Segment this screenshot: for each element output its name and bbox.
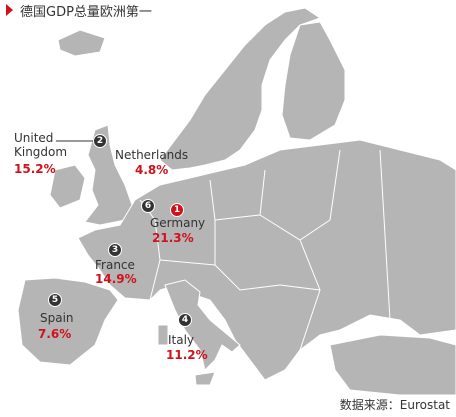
gdp-share: 21.3% [152,231,194,245]
rank-circle [170,203,184,217]
country-name: Germany [150,216,206,230]
sicily-sardinia [157,324,216,386]
country-name: Spain [40,311,74,325]
rank-circle [48,293,62,307]
iceland-north [57,29,106,57]
borders [139,149,391,351]
continent [77,139,456,381]
rank-circle [178,313,192,327]
rank-circle [141,199,155,213]
rank-number: 1 [174,205,180,215]
finland [281,21,346,141]
rank-circle [108,243,122,257]
source: 数据来源：Eurostat [339,398,450,412]
iberia [17,277,119,366]
rank-number: 5 [52,295,58,305]
gdp-share: 4.8% [135,163,169,177]
rank-number: 2 [97,136,103,146]
ireland [49,164,86,209]
rank-number: 3 [112,245,118,255]
rank-circle [93,134,107,148]
rank-markers: 1 2 3 4 5 6 [48,134,192,327]
gdp-share: 15.2% [14,162,56,176]
country-name: United Kingdom [14,131,68,159]
great-britain [84,124,133,226]
country-name: Italy [168,333,195,347]
rank-number: 6 [145,201,151,211]
gdp-share: 14.9% [95,272,137,286]
title: 德国GDP总量欧洲第一 [20,5,152,20]
country-name: Netherlands [115,148,189,162]
turkey [329,334,456,396]
scandinavia [159,7,322,171]
gdp-share: 11.2% [166,348,208,362]
italy [164,279,241,371]
gdp-share: 7.6% [38,327,72,341]
rank-number: 4 [182,315,188,325]
country-name: France [95,258,135,272]
title-marker [6,4,13,16]
